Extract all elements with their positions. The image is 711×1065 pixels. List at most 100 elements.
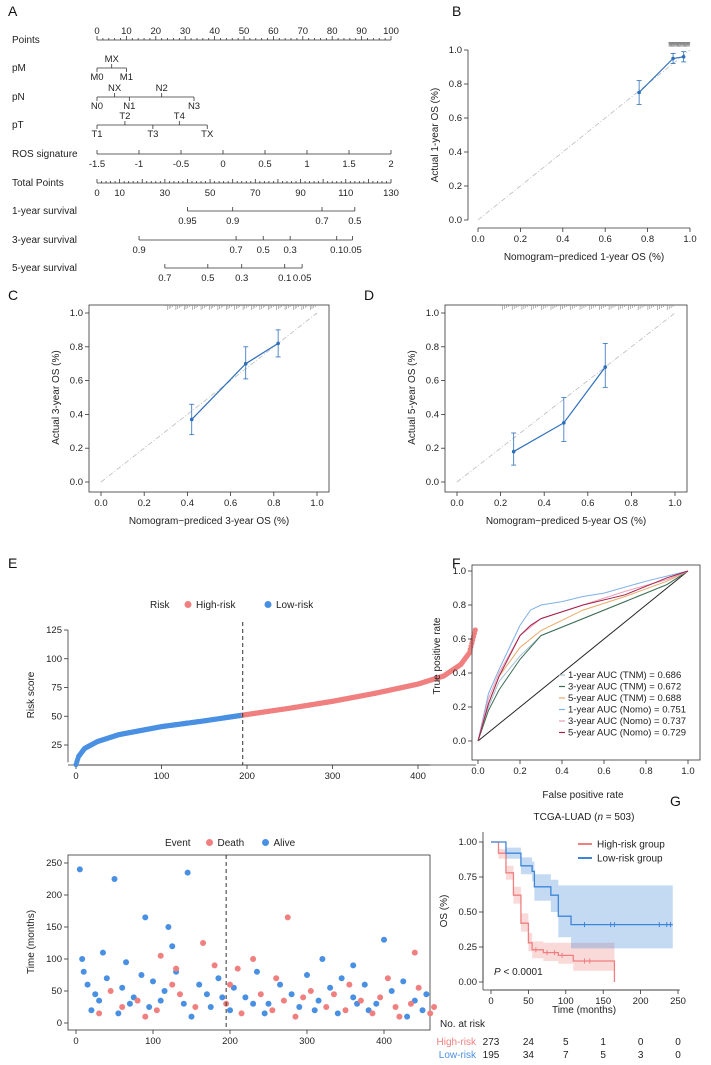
x-tick-label: 400 [410,771,426,782]
calibration-point [637,90,641,95]
alive-point [184,869,191,876]
x-tick-label: 0.2 [513,766,526,777]
alive-point [99,949,106,956]
roc-curve [477,570,689,742]
alive-point [103,975,110,982]
alive-point [265,1000,272,1007]
death-point [307,988,314,994]
tick-label: -1.5 [89,159,105,170]
death-point [330,991,337,998]
legend-label: Low-risk [276,600,314,611]
x-tick-label: 0.0 [471,766,484,777]
alive-point [334,1010,341,1017]
y-tick-label: 50 [51,986,62,997]
x-tick-label: 300 [325,771,341,782]
tick-label: 0.7 [229,245,242,256]
death-point [153,1007,160,1014]
plot-frame [67,854,431,1031]
x-axis-title: Nomogram−prediced 3-year OS (%) [129,516,289,527]
death-point [377,994,384,1001]
panel-label-c: C [8,287,18,303]
x-tick-label: 150 [595,996,611,1007]
level-label: NX [108,83,122,94]
alive-point [80,968,87,975]
tick-label: 70 [250,188,261,199]
y-tick-label: 0.2 [426,443,439,454]
tick-label: 0.95 [178,216,197,227]
y-tick-label: 200 [46,890,62,901]
death-point [284,914,291,921]
y-tick-label: 150 [46,922,62,933]
y-tick-label: 0.8 [453,600,466,611]
survival-curve [491,841,616,982]
level-label: N0 [91,101,103,112]
risk-table-cell: 195 [483,1050,500,1061]
alive-point [84,981,91,988]
tick-label: 40 [209,26,220,37]
alive-point [196,981,203,988]
x-tick-label: 200 [222,1036,238,1047]
y-tick-label: 0.6 [70,376,83,387]
risk-table-cell: 0 [675,1037,681,1048]
y-tick-label: 0.2 [70,443,83,454]
plot-frame [88,304,330,493]
death-point [157,952,164,959]
panel-label-a: A [8,3,18,19]
x-tick-label: 0.4 [538,498,551,509]
tick-label: 0.05 [293,273,312,284]
alive-point [311,1007,318,1014]
y-tick-label: 0.4 [70,409,83,420]
row-label: Points [12,35,40,46]
tick-label: 70 [298,26,309,37]
tick-label: 0.3 [235,273,248,284]
alive-point [188,1013,195,1020]
x-tick-label: 0.0 [450,498,463,509]
alive-point [388,988,395,994]
alive-point [76,866,83,873]
x-tick-label: 0.4 [555,766,568,777]
y-tick-label: 125 [46,625,62,636]
death-point [257,991,264,998]
calibration-point [276,341,280,346]
x-tick-label: 0.6 [599,234,612,245]
ideal-line [477,49,691,221]
death-point [431,1004,438,1010]
y-axis-title: True positive rate [432,617,443,694]
alive-point [180,1000,187,1007]
level-label: T4 [174,111,185,122]
legend-label: 5-year AUC (Nomo) = 0.729 [568,728,686,739]
y-tick-label: 0.4 [426,409,439,420]
risk-score-plot: 0 100 200 300 400 25 50 75 100 125 Risk score Risk H… [26,600,478,782]
tick-label: 80 [327,26,338,37]
calibration-1-year: 0.0 0.2 0.4 0.6 0.8 1.0 0.0 0.2 0.4 0.6 0.8 1.0 Nomo… [430,42,697,263]
tick-label: -1 [135,159,143,170]
y-tick-label: 1.0 [426,308,439,319]
tick-label: 0.3 [284,245,297,256]
level-label: MX [105,54,120,65]
row-label: pM [12,63,26,74]
alive-point [277,981,284,988]
survival-curve [491,841,673,926]
alive-point [138,972,145,978]
tick-label: 30 [160,188,171,199]
alive-point [111,876,118,882]
tick-label: 0 [94,188,99,199]
ideal-line [100,312,318,483]
calibration-3-year: 0.0 0.2 0.4 0.6 0.8 1.0 0.0 0.2 0.4 0.6 0.8 1.0 Nomo… [51,304,330,527]
alive-point [123,959,130,966]
row-label: 5-year survival [12,263,77,274]
death-point [357,997,364,1004]
y-tick-label: 1.0 [453,566,466,577]
x-tick-label: 0.2 [514,234,527,245]
y-tick-label: 0.0 [453,736,466,747]
alive-point [119,984,126,991]
tick-label: 50 [239,26,250,37]
death-point [269,1007,276,1014]
y-tick-label: 0.25 [459,942,478,953]
risk-table-row-label: Low-risk [439,1050,477,1061]
alive-point [338,975,345,982]
roc-curve [477,570,689,742]
level-label: T1 [91,129,102,140]
x-tick-label: 100 [145,1036,161,1047]
